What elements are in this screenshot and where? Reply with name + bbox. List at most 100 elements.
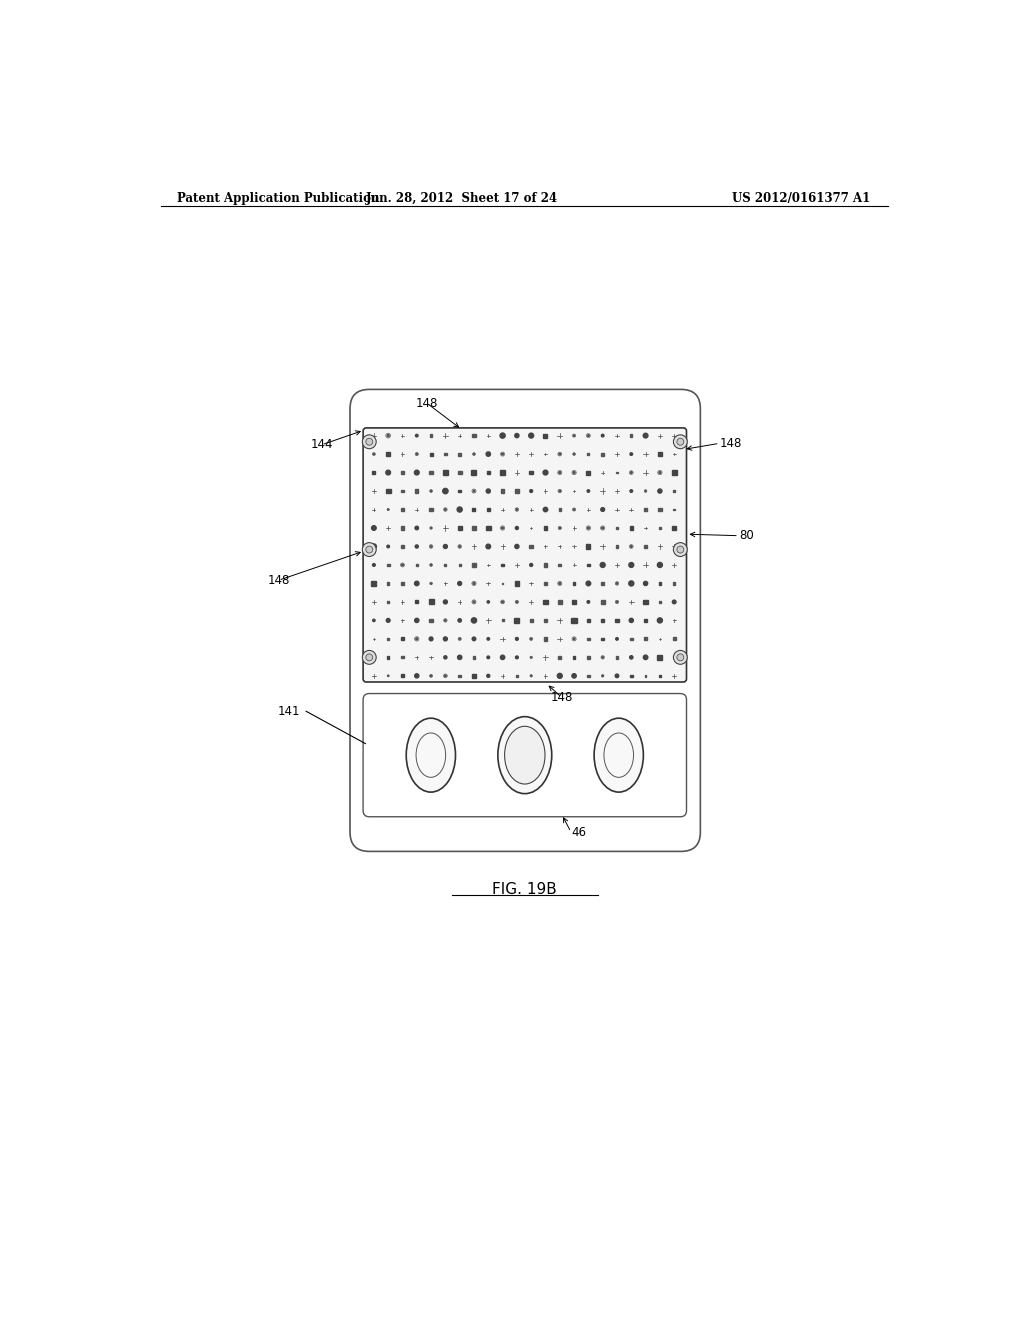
Circle shape bbox=[557, 673, 562, 678]
Bar bbox=[401, 638, 404, 640]
Circle shape bbox=[458, 582, 462, 585]
FancyBboxPatch shape bbox=[364, 428, 686, 682]
Ellipse shape bbox=[604, 733, 634, 777]
Bar bbox=[601, 638, 604, 640]
Text: US 2012/0161377 A1: US 2012/0161377 A1 bbox=[731, 191, 869, 205]
Circle shape bbox=[486, 488, 490, 494]
Circle shape bbox=[486, 544, 490, 549]
Bar bbox=[587, 564, 590, 566]
Circle shape bbox=[473, 490, 475, 492]
Bar bbox=[500, 470, 505, 475]
Text: 46: 46 bbox=[571, 825, 586, 838]
Bar bbox=[658, 582, 662, 585]
Circle shape bbox=[443, 599, 447, 605]
Circle shape bbox=[629, 581, 634, 586]
Circle shape bbox=[502, 453, 504, 455]
Circle shape bbox=[372, 525, 376, 531]
Circle shape bbox=[471, 618, 476, 623]
Ellipse shape bbox=[498, 717, 552, 793]
Circle shape bbox=[643, 433, 648, 438]
Text: Jun. 28, 2012  Sheet 17 of 24: Jun. 28, 2012 Sheet 17 of 24 bbox=[366, 191, 558, 205]
Circle shape bbox=[443, 544, 447, 549]
Bar bbox=[657, 655, 663, 660]
Circle shape bbox=[588, 527, 590, 529]
Bar bbox=[644, 619, 647, 622]
Bar bbox=[571, 618, 577, 623]
Circle shape bbox=[677, 546, 684, 553]
Circle shape bbox=[587, 601, 590, 603]
Bar bbox=[472, 675, 476, 677]
Circle shape bbox=[373, 619, 375, 622]
Circle shape bbox=[458, 619, 462, 622]
Circle shape bbox=[430, 675, 432, 677]
Circle shape bbox=[373, 564, 375, 566]
Bar bbox=[529, 471, 534, 474]
Bar bbox=[601, 619, 604, 622]
Circle shape bbox=[416, 434, 418, 437]
Circle shape bbox=[588, 434, 589, 437]
Circle shape bbox=[472, 638, 476, 640]
Circle shape bbox=[444, 619, 446, 622]
Circle shape bbox=[502, 601, 504, 603]
Circle shape bbox=[573, 638, 575, 640]
Bar bbox=[415, 601, 419, 603]
Bar bbox=[658, 675, 662, 677]
Circle shape bbox=[528, 433, 534, 438]
Circle shape bbox=[459, 638, 461, 640]
Circle shape bbox=[677, 653, 684, 661]
Circle shape bbox=[500, 433, 505, 438]
Circle shape bbox=[631, 545, 632, 548]
Circle shape bbox=[559, 453, 561, 455]
Bar bbox=[672, 470, 677, 475]
Text: FIG. 19B: FIG. 19B bbox=[493, 882, 557, 898]
Bar bbox=[587, 471, 590, 474]
Ellipse shape bbox=[505, 726, 545, 784]
Text: 80: 80 bbox=[739, 529, 754, 543]
Bar bbox=[544, 599, 548, 605]
Bar bbox=[673, 527, 676, 529]
Circle shape bbox=[415, 545, 419, 548]
Circle shape bbox=[529, 490, 532, 492]
Circle shape bbox=[616, 582, 617, 585]
Circle shape bbox=[366, 546, 373, 553]
Circle shape bbox=[630, 656, 633, 659]
Circle shape bbox=[515, 527, 518, 529]
Ellipse shape bbox=[416, 733, 445, 777]
Circle shape bbox=[530, 638, 531, 640]
Circle shape bbox=[501, 655, 505, 660]
Circle shape bbox=[442, 488, 449, 494]
Circle shape bbox=[602, 527, 603, 529]
Circle shape bbox=[387, 545, 389, 548]
Circle shape bbox=[415, 673, 419, 678]
Circle shape bbox=[415, 527, 419, 529]
Circle shape bbox=[362, 434, 376, 449]
Circle shape bbox=[386, 619, 390, 622]
Bar bbox=[471, 470, 476, 475]
Circle shape bbox=[362, 651, 376, 664]
Circle shape bbox=[600, 562, 605, 568]
Text: 148: 148 bbox=[720, 437, 742, 450]
Bar bbox=[587, 544, 591, 549]
Circle shape bbox=[502, 527, 504, 529]
Bar bbox=[571, 599, 577, 605]
Bar bbox=[486, 471, 489, 474]
Bar bbox=[572, 656, 575, 659]
Circle shape bbox=[444, 508, 446, 511]
Circle shape bbox=[516, 508, 518, 511]
Circle shape bbox=[674, 543, 687, 557]
Bar bbox=[544, 527, 547, 529]
Bar bbox=[430, 453, 432, 455]
Circle shape bbox=[657, 562, 663, 568]
Circle shape bbox=[615, 675, 618, 677]
Text: 141: 141 bbox=[278, 705, 300, 718]
Circle shape bbox=[630, 453, 633, 455]
Circle shape bbox=[573, 471, 575, 474]
Bar bbox=[572, 582, 575, 585]
Circle shape bbox=[674, 651, 687, 664]
Circle shape bbox=[629, 562, 634, 568]
Bar bbox=[386, 488, 390, 494]
Circle shape bbox=[601, 434, 604, 437]
Bar bbox=[387, 656, 389, 659]
Circle shape bbox=[658, 471, 660, 474]
Text: 148: 148 bbox=[267, 574, 290, 587]
